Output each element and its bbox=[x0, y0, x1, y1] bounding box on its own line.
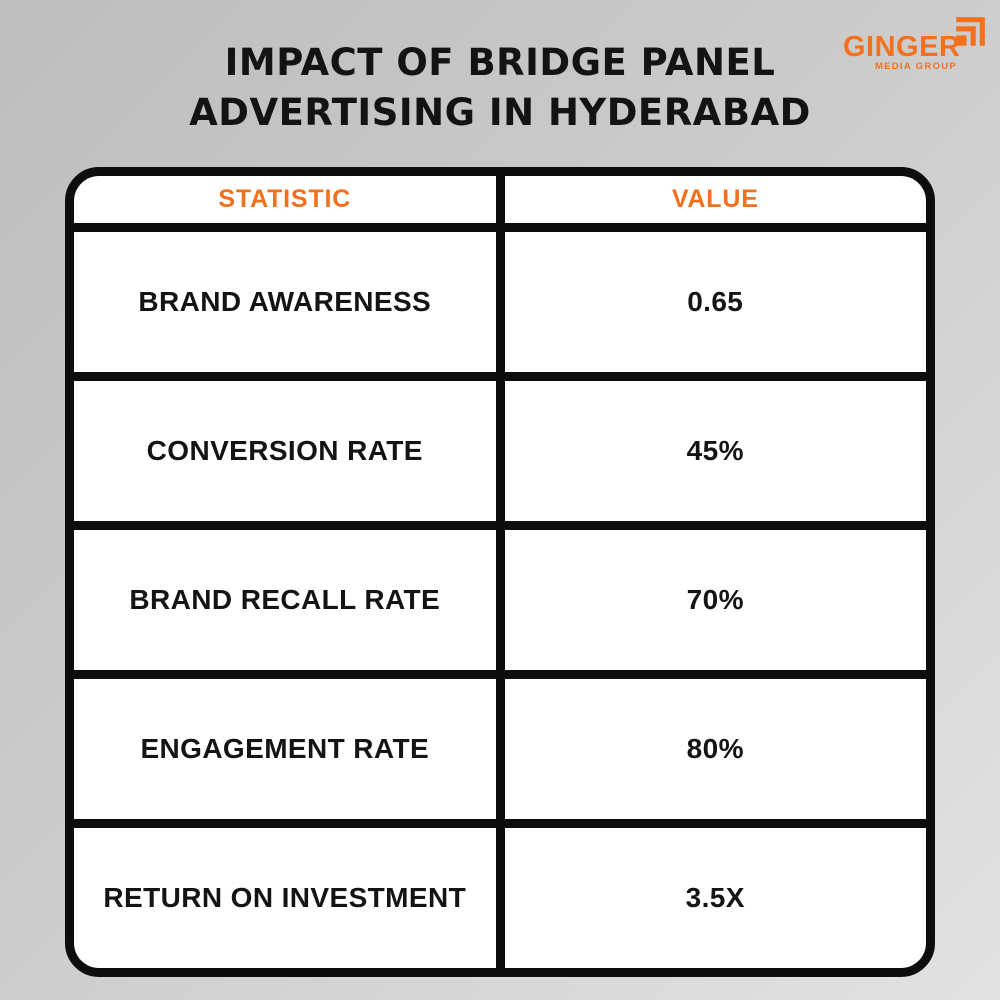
table-row-value: 0.65 bbox=[504, 232, 926, 372]
column-header-value: VALUE bbox=[504, 176, 926, 223]
stacked-corner-squares-icon bbox=[956, 17, 985, 46]
page-title-line-1: IMPACT OF BRIDGE PANEL bbox=[224, 41, 776, 84]
table-row-value: 45% bbox=[504, 381, 926, 521]
logo-subtitle: MEDIA GROUP bbox=[874, 61, 957, 72]
column-header-statistic: STATISTIC bbox=[74, 176, 496, 223]
table-row-value: 70% bbox=[504, 530, 926, 670]
page-title-line-2: ADVERTISING IN HYDERABAD bbox=[189, 90, 811, 134]
table-row-value: 3.5X bbox=[504, 828, 926, 968]
statistics-table: STATISTIC VALUE BRAND AWARENESS 0.65 CON… bbox=[65, 167, 935, 977]
table-row-value: 80% bbox=[504, 679, 926, 819]
table-row-statistic: CONVERSION RATE bbox=[74, 381, 496, 521]
logo-wordmark: GINGER bbox=[843, 31, 961, 63]
table-row-statistic: BRAND AWARENESS bbox=[74, 232, 496, 372]
table-row-statistic: BRAND RECALL RATE bbox=[74, 530, 496, 670]
table-row-statistic: ENGAGEMENT RATE bbox=[74, 679, 496, 819]
table-row-statistic: RETURN ON INVESTMENT bbox=[74, 828, 496, 968]
page-title: IMPACT OF BRIDGE PANEL ADVERTISING IN HY… bbox=[0, 38, 1000, 138]
